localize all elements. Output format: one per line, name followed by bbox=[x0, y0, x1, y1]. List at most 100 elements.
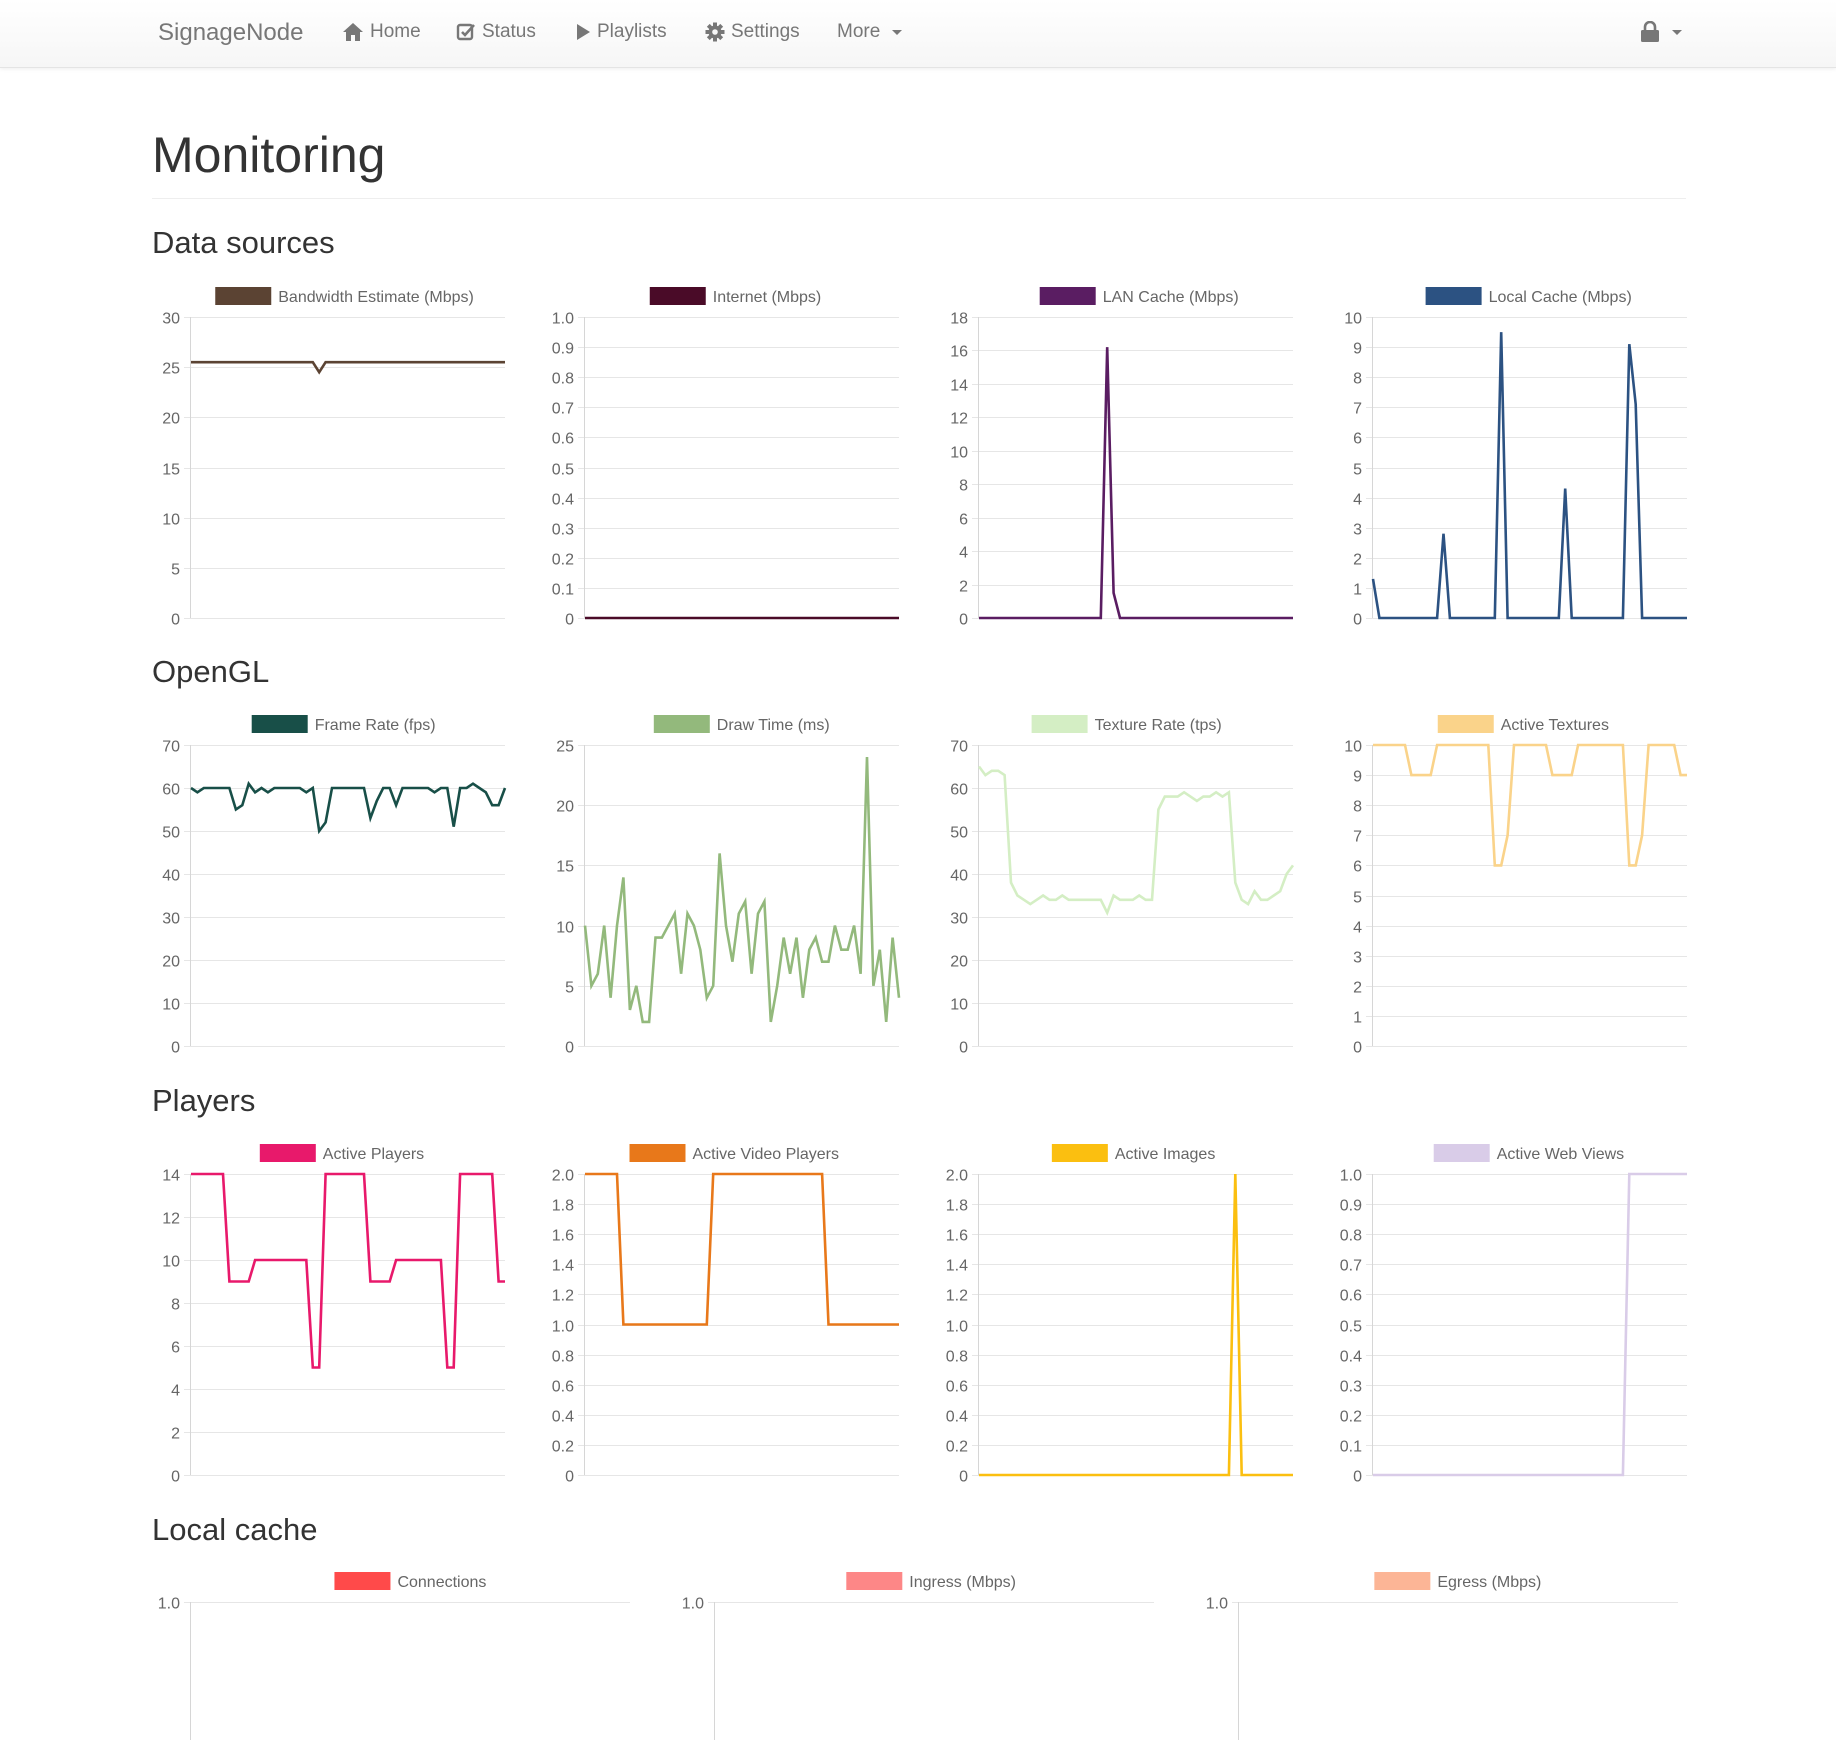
y-tick-label: 10 bbox=[162, 512, 180, 529]
navbar: SignageNode Home Status Playlists Settin… bbox=[0, 0, 1836, 68]
y-tick-label: 1.8 bbox=[552, 1198, 574, 1215]
y-tick-label: 0 bbox=[565, 1040, 574, 1057]
y-tick-label: 15 bbox=[162, 462, 180, 479]
nav-status-label: Status bbox=[482, 21, 536, 42]
y-tick-label: 0.8 bbox=[552, 1349, 574, 1366]
y-tick-label: 0.2 bbox=[946, 1439, 968, 1456]
y-tick-label: 1.4 bbox=[946, 1258, 968, 1275]
y-tick-label: 1 bbox=[1353, 582, 1362, 599]
y-tick-label: 1.8 bbox=[946, 1198, 968, 1215]
y-tick-label: 0.7 bbox=[552, 401, 574, 418]
y-tick-label: 0 bbox=[959, 612, 968, 629]
series-line bbox=[191, 1172, 505, 1369]
title-divider bbox=[152, 198, 1686, 199]
nav-playlists[interactable]: Playlists bbox=[575, 21, 667, 43]
y-tick-label: 0 bbox=[1353, 1469, 1362, 1486]
gear-icon bbox=[705, 22, 725, 42]
series-line bbox=[979, 1173, 1293, 1477]
y-tick-label: 0 bbox=[1353, 612, 1362, 629]
y-tick-label: 50 bbox=[950, 825, 968, 842]
y-tick-label: 0.4 bbox=[1340, 1349, 1362, 1366]
section-title-opengl: OpenGL bbox=[152, 654, 270, 689]
y-tick-label: 10 bbox=[556, 920, 574, 937]
chart-10: Active Video Players 0 0.2 0.4 0.6 0.8 1.0 1.2 1… bbox=[552, 1144, 899, 1486]
y-tick-label: 3 bbox=[1353, 950, 1362, 967]
y-tick-label: 40 bbox=[950, 868, 968, 885]
chart-1: Bandwidth Estimate (Mbps) 0 5 10 15 20 25 30 bbox=[162, 287, 505, 629]
user-menu-dropdown[interactable] bbox=[1640, 21, 1682, 43]
y-tick-label: 10 bbox=[1344, 311, 1362, 328]
legend-label: Active Web Views bbox=[1497, 1146, 1624, 1163]
y-tick-label: 1.0 bbox=[1340, 1168, 1362, 1185]
y-tick-label: 10 bbox=[1344, 739, 1362, 756]
y-tick-label: 4 bbox=[959, 545, 968, 562]
y-tick-label: 0 bbox=[565, 612, 574, 629]
y-tick-label: 0.6 bbox=[1340, 1288, 1362, 1305]
nav-status[interactable]: Status bbox=[456, 21, 536, 43]
y-tick-label: 0.8 bbox=[946, 1349, 968, 1366]
y-tick-label: 0 bbox=[565, 1469, 574, 1486]
legend-label: Bandwidth Estimate (Mbps) bbox=[278, 289, 474, 306]
y-tick-label: 1.2 bbox=[552, 1288, 574, 1305]
series-line bbox=[191, 360, 505, 375]
y-tick-label: 0.5 bbox=[1340, 1319, 1362, 1336]
play-icon bbox=[577, 24, 590, 40]
y-tick-label: 0.8 bbox=[552, 371, 574, 388]
y-tick-label: 60 bbox=[162, 782, 180, 799]
legend-swatch bbox=[251, 715, 308, 733]
chart-11: Active Images 0 0.2 0.4 0.6 0.8 1.0 1.2 1.4 1.6 1.… bbox=[946, 1144, 1293, 1486]
legend-label: Frame Rate (fps) bbox=[315, 717, 436, 734]
y-tick-label: 50 bbox=[162, 825, 180, 842]
y-tick-label: 0 bbox=[171, 612, 180, 629]
legend-label: Texture Rate (tps) bbox=[1095, 717, 1222, 734]
y-tick-label: 2 bbox=[171, 1426, 180, 1443]
legend-label: Local Cache (Mbps) bbox=[1489, 289, 1632, 306]
series-line bbox=[1373, 743, 1687, 867]
y-tick-label: 0.4 bbox=[552, 492, 574, 509]
series-line bbox=[583, 756, 901, 1024]
y-tick-label: 7 bbox=[1353, 401, 1362, 418]
legend-swatch bbox=[1425, 287, 1482, 305]
y-tick-label: 0.3 bbox=[552, 522, 574, 539]
y-tick-label: 0 bbox=[171, 1040, 180, 1057]
y-tick-label: 9 bbox=[1353, 769, 1362, 786]
nav-settings[interactable]: Settings bbox=[705, 21, 800, 43]
legend-label: Active Players bbox=[323, 1146, 424, 1163]
y-tick-label: 8 bbox=[959, 478, 968, 495]
y-tick-label: 0.8 bbox=[1340, 1228, 1362, 1245]
legend-swatch bbox=[334, 1572, 391, 1590]
legend-swatch bbox=[846, 1572, 903, 1590]
y-tick-label: 25 bbox=[556, 739, 574, 756]
nav-more-dropdown[interactable]: More bbox=[837, 21, 903, 43]
legend-swatch bbox=[649, 287, 706, 305]
nav-playlists-label: Playlists bbox=[597, 21, 667, 42]
y-tick-label: 6 bbox=[171, 1340, 180, 1357]
section-title-data-sources: Data sources bbox=[152, 225, 335, 260]
chart-15: Egress (Mbps) 1.0 bbox=[1206, 1572, 1678, 1740]
y-tick-label: 0.6 bbox=[552, 431, 574, 448]
y-tick-label: 1.0 bbox=[1206, 1596, 1228, 1613]
legend-label: Connections bbox=[397, 1574, 486, 1591]
legend-swatch bbox=[259, 1144, 316, 1162]
legend-label: Draw Time (ms) bbox=[717, 717, 830, 734]
y-tick-label: 8 bbox=[171, 1297, 180, 1314]
brand-link[interactable]: SignageNode bbox=[158, 19, 304, 46]
y-tick-label: 30 bbox=[162, 911, 180, 928]
y-tick-label: 1.0 bbox=[682, 1596, 704, 1613]
y-tick-label: 5 bbox=[1353, 890, 1362, 907]
section-title-players: Players bbox=[152, 1083, 256, 1118]
nav-home[interactable]: Home bbox=[342, 21, 421, 43]
chart-8: Active Textures 0 1 2 3 4 5 6 7 8 9 10 bbox=[1344, 715, 1687, 1057]
series-line bbox=[977, 765, 1295, 916]
y-tick-label: 2.0 bbox=[946, 1168, 968, 1185]
y-tick-label: 12 bbox=[162, 1211, 180, 1228]
y-tick-label: 1.0 bbox=[552, 311, 574, 328]
y-tick-label: 30 bbox=[162, 311, 180, 328]
y-tick-label: 14 bbox=[950, 378, 968, 395]
chart-12: Active Web Views 0 0.1 0.2 0.3 0.4 0.5 0.6 0.7 0.… bbox=[1340, 1144, 1687, 1486]
y-tick-label: 0.6 bbox=[946, 1379, 968, 1396]
y-tick-label: 6 bbox=[959, 512, 968, 529]
y-tick-label: 0.7 bbox=[1340, 1258, 1362, 1275]
legend-label: Active Images bbox=[1115, 1146, 1215, 1163]
y-tick-label: 14 bbox=[162, 1168, 180, 1185]
